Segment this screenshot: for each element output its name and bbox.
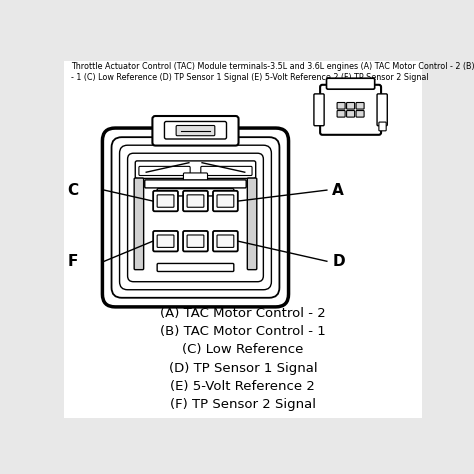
FancyBboxPatch shape	[139, 166, 190, 175]
FancyBboxPatch shape	[153, 191, 178, 211]
FancyBboxPatch shape	[337, 110, 345, 117]
FancyBboxPatch shape	[134, 178, 144, 270]
FancyBboxPatch shape	[183, 191, 208, 211]
Text: (E) 5-Volt Reference 2: (E) 5-Volt Reference 2	[171, 380, 315, 393]
FancyBboxPatch shape	[213, 191, 238, 211]
FancyBboxPatch shape	[320, 85, 381, 135]
FancyBboxPatch shape	[217, 235, 234, 247]
FancyBboxPatch shape	[157, 195, 174, 207]
FancyBboxPatch shape	[201, 166, 252, 175]
FancyBboxPatch shape	[157, 235, 174, 247]
FancyBboxPatch shape	[135, 161, 255, 178]
FancyBboxPatch shape	[217, 195, 234, 207]
Text: (B) TAC Motor Control - 1: (B) TAC Motor Control - 1	[160, 325, 326, 338]
Text: (D) TP Sensor 1 Signal: (D) TP Sensor 1 Signal	[169, 362, 317, 374]
FancyBboxPatch shape	[153, 231, 178, 251]
Text: F: F	[68, 254, 78, 269]
FancyBboxPatch shape	[183, 231, 208, 251]
FancyBboxPatch shape	[119, 145, 272, 290]
FancyBboxPatch shape	[346, 110, 355, 117]
FancyBboxPatch shape	[102, 128, 289, 307]
FancyBboxPatch shape	[183, 173, 208, 184]
FancyBboxPatch shape	[314, 94, 324, 126]
FancyBboxPatch shape	[356, 102, 364, 109]
Text: C: C	[68, 182, 79, 198]
FancyBboxPatch shape	[346, 102, 355, 109]
Text: Throttle Actuator Control (TAC) Module terminals-3.5L and 3.6L engines (A) TAC M: Throttle Actuator Control (TAC) Module t…	[72, 63, 474, 82]
Text: (A) TAC Motor Control - 2: (A) TAC Motor Control - 2	[160, 307, 326, 320]
FancyBboxPatch shape	[157, 189, 234, 196]
FancyBboxPatch shape	[379, 122, 386, 131]
FancyBboxPatch shape	[176, 126, 215, 136]
FancyBboxPatch shape	[145, 180, 246, 188]
FancyBboxPatch shape	[187, 195, 204, 207]
FancyBboxPatch shape	[187, 235, 204, 247]
FancyBboxPatch shape	[377, 94, 387, 126]
FancyBboxPatch shape	[247, 178, 257, 270]
FancyBboxPatch shape	[213, 231, 238, 251]
Text: D: D	[332, 254, 345, 269]
FancyBboxPatch shape	[337, 102, 345, 109]
FancyBboxPatch shape	[157, 264, 234, 272]
FancyBboxPatch shape	[164, 121, 227, 139]
FancyBboxPatch shape	[153, 116, 238, 146]
Text: (F) TP Sensor 2 Signal: (F) TP Sensor 2 Signal	[170, 398, 316, 411]
FancyBboxPatch shape	[111, 137, 279, 298]
Text: A: A	[332, 182, 344, 198]
FancyBboxPatch shape	[327, 78, 374, 89]
Text: (C) Low Reference: (C) Low Reference	[182, 343, 304, 356]
FancyBboxPatch shape	[356, 110, 364, 117]
FancyBboxPatch shape	[128, 153, 264, 282]
